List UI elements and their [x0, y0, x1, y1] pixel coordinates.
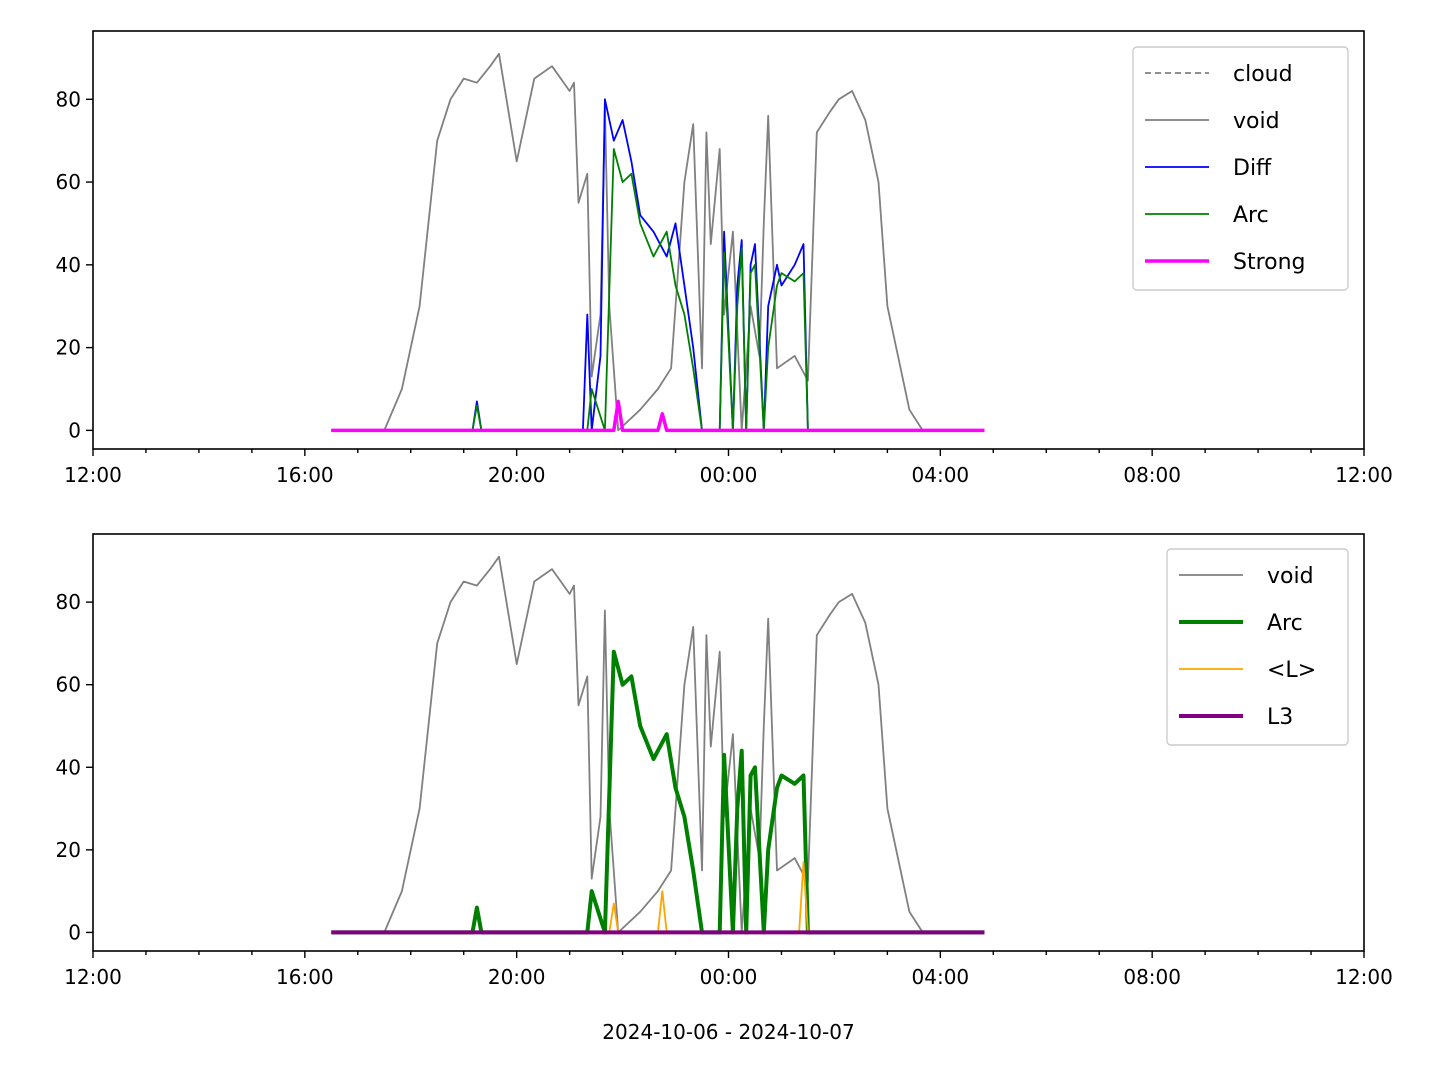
x-tick-label: 00:00	[700, 965, 758, 989]
y-tick-label: 60	[56, 673, 81, 697]
x-tick-label: 12:00	[64, 463, 122, 487]
y-tick-label: 40	[56, 755, 81, 779]
chart-panel-1: 0 20 40 60 80 12:00 16:00 20:00 00:00 04:00 08:00 1…	[56, 30, 1393, 487]
y-tick-label: 40	[56, 253, 81, 277]
legend: cloud void Diff Arc Strong	[1132, 46, 1349, 291]
x-tick-label: 04:00	[912, 463, 970, 487]
legend-label: void	[1233, 109, 1280, 134]
legend-label: Strong	[1233, 250, 1306, 275]
y-tick-label: 20	[56, 838, 81, 862]
x-tick-label: 08:00	[1123, 463, 1181, 487]
series-line-void	[331, 52, 985, 432]
series-line-void	[331, 555, 985, 934]
legend-label: Arc	[1233, 203, 1269, 228]
x-tick-label: 08:00	[1123, 965, 1181, 989]
y-tick-label: 60	[56, 170, 81, 194]
x-tick-label: 16:00	[276, 463, 334, 487]
x-tick-label: 20:00	[488, 463, 546, 487]
x-tick-label: 12:00	[1335, 965, 1393, 989]
legend-box	[1132, 46, 1349, 291]
legend-label: Diff	[1233, 156, 1272, 181]
series-group	[331, 555, 985, 935]
series-line-strong	[331, 399, 985, 433]
series-line-diff	[331, 98, 985, 432]
legend-box	[1166, 548, 1349, 746]
y-tick-label: 0	[68, 418, 81, 442]
x-tick-label: 20:00	[488, 965, 546, 989]
legend-label: cloud	[1233, 62, 1293, 87]
legend-label: <L>	[1267, 658, 1316, 683]
series-group	[331, 52, 985, 433]
x-tick-label: 12:00	[1335, 463, 1393, 487]
x-tick-label: 00:00	[700, 463, 758, 487]
legend-label: void	[1267, 564, 1314, 589]
x-tick-label: 16:00	[276, 965, 334, 989]
legend-label: Arc	[1267, 611, 1303, 636]
x-tick-label: 12:00	[64, 965, 122, 989]
y-tick-label: 80	[56, 590, 81, 614]
x-axis-label: 2024-10-06 - 2024-10-07	[602, 1020, 854, 1044]
legend: void Arc <L> L3	[1166, 548, 1349, 746]
y-tick-label: 20	[56, 336, 81, 360]
legend-label: L3	[1267, 705, 1293, 730]
y-tick-label: 0	[68, 920, 81, 944]
series-line-l	[331, 861, 985, 934]
chart-panel-2: 0 20 40 60 80 12:00 16:00 20:00 00:00 04:00 08:00 1…	[56, 533, 1393, 1044]
x-tick-label: 04:00	[912, 965, 970, 989]
y-tick-label: 80	[56, 87, 81, 111]
